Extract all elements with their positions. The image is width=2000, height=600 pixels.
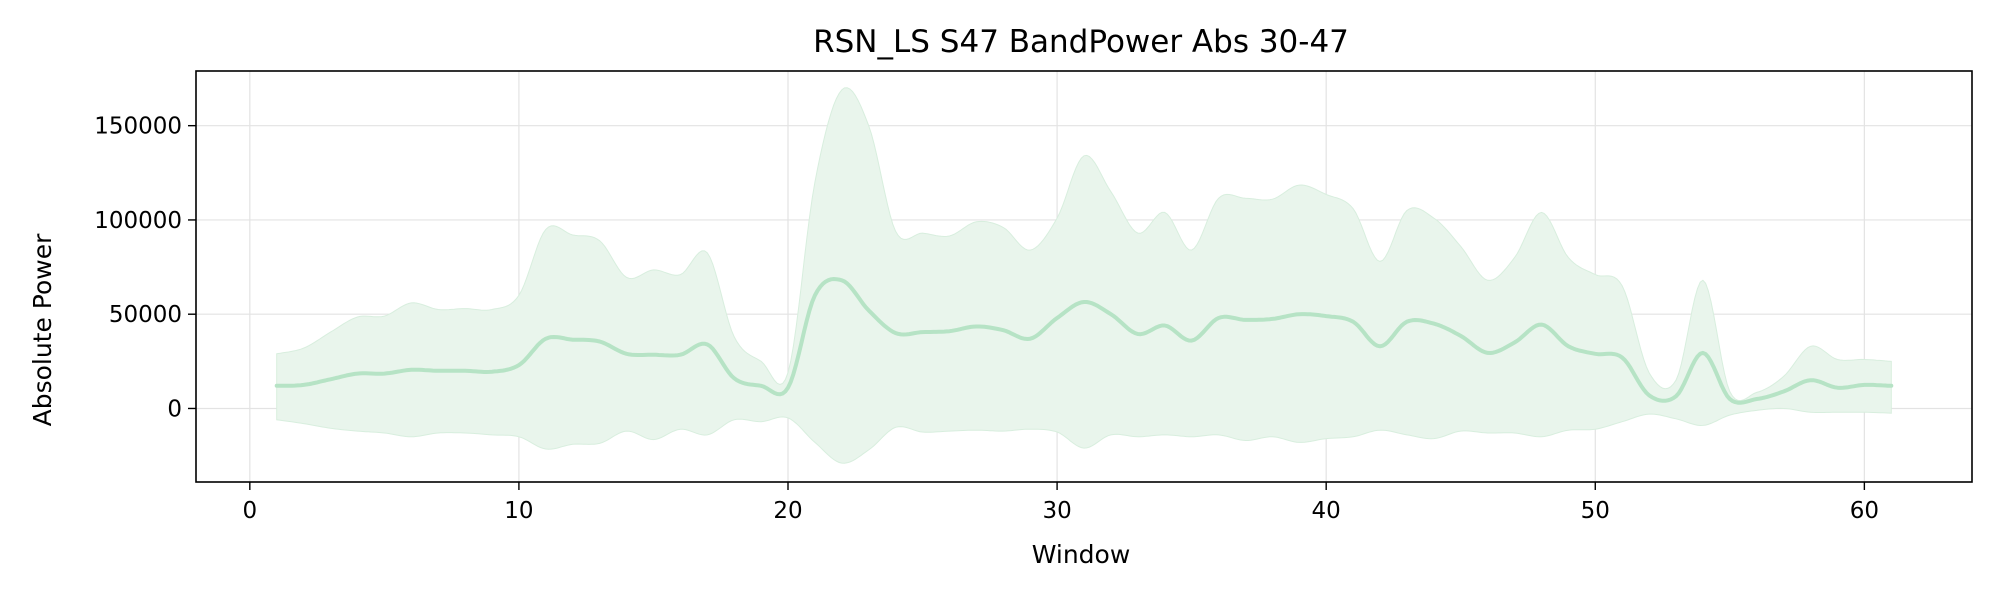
y-tick-label: 150000 [94,114,182,140]
x-tick-label: 20 [773,498,802,524]
y-axis-label: Absolute Power [28,233,57,427]
x-tick-label: 60 [1850,498,1879,524]
x-axis-label: Window [1032,540,1131,569]
x-tick-label: 0 [242,498,257,524]
y-tick-label: 50000 [109,302,182,328]
x-tick-label: 30 [1042,498,1071,524]
x-tick-label: 40 [1312,498,1341,524]
x-tick-label: 10 [504,498,533,524]
y-tick-label: 0 [167,396,182,422]
y-tick-label: 100000 [94,208,182,234]
x-tick-label: 50 [1581,498,1610,524]
chart-title: RSN_LS S47 BandPower Abs 30-47 [813,24,1349,60]
